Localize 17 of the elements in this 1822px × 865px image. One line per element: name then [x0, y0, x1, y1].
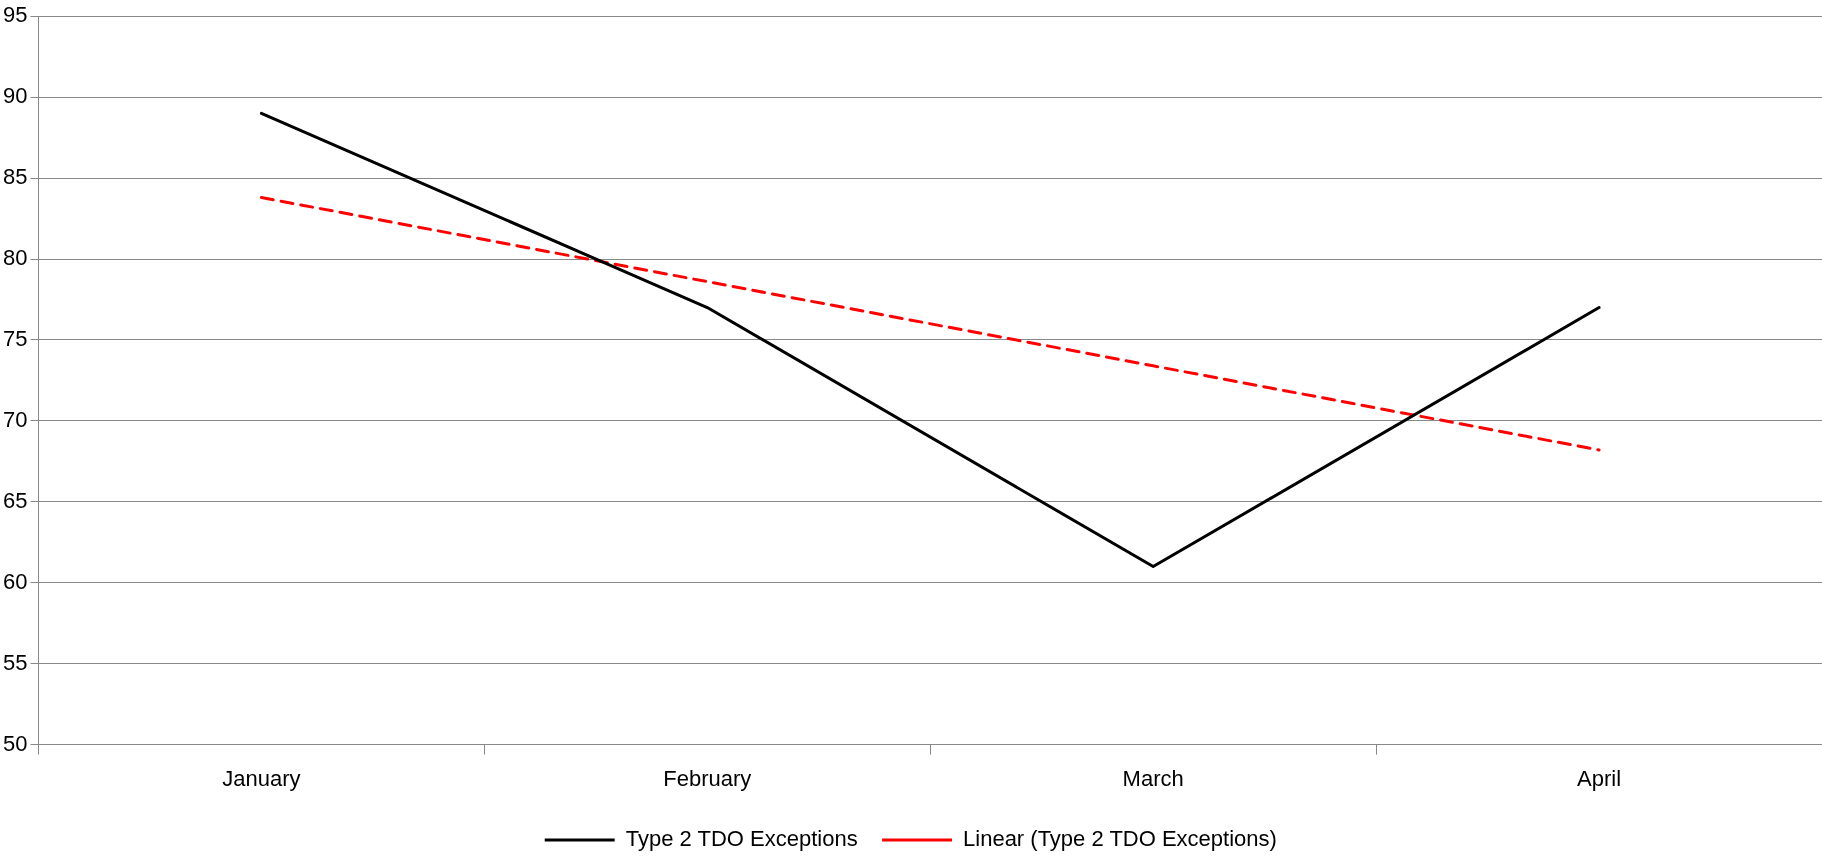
y-tick-label: 65: [2, 487, 28, 513]
line-series: [259, 195, 1601, 452]
y-tick-label: 50: [2, 730, 28, 756]
y-tick-label: 70: [2, 406, 28, 432]
x-tick-label: March: [1122, 765, 1184, 791]
y-tick-label: 95: [2, 2, 28, 28]
y-tick-label: 55: [2, 649, 28, 675]
y-tick-label: 90: [2, 83, 28, 109]
y-tick-label: 75: [2, 326, 28, 351]
legend-label: Linear (Type 2 TDO Exceptions): [963, 826, 1277, 852]
legend-label: Type 2 TDO Exceptions: [625, 826, 858, 852]
x-tick-label: January: [222, 765, 301, 791]
x-tick-label: April: [1577, 765, 1622, 791]
y-tick-label: 85: [2, 164, 28, 190]
y-tick-label: 80: [2, 245, 28, 271]
x-tick-label: February: [663, 765, 752, 791]
y-tick-label: 60: [2, 568, 28, 594]
